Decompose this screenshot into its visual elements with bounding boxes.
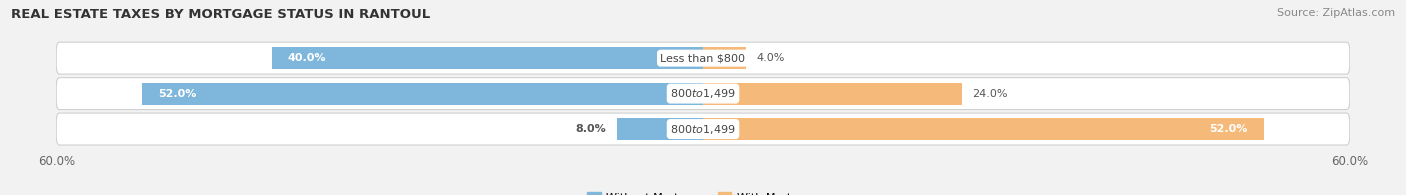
FancyBboxPatch shape bbox=[56, 42, 1350, 74]
Text: 52.0%: 52.0% bbox=[1209, 124, 1247, 134]
Bar bbox=[703, 47, 747, 69]
Text: 40.0%: 40.0% bbox=[288, 53, 326, 63]
Bar bbox=[703, 83, 962, 105]
Text: 24.0%: 24.0% bbox=[973, 89, 1008, 99]
Bar bbox=[617, 118, 703, 140]
Text: 52.0%: 52.0% bbox=[159, 89, 197, 99]
FancyBboxPatch shape bbox=[56, 113, 1350, 145]
Text: $800 to $1,499: $800 to $1,499 bbox=[671, 122, 735, 136]
Text: 4.0%: 4.0% bbox=[756, 53, 786, 63]
Text: 8.0%: 8.0% bbox=[575, 124, 606, 134]
Text: REAL ESTATE TAXES BY MORTGAGE STATUS IN RANTOUL: REAL ESTATE TAXES BY MORTGAGE STATUS IN … bbox=[11, 8, 430, 21]
Bar bbox=[142, 83, 703, 105]
Text: Less than $800: Less than $800 bbox=[661, 53, 745, 63]
Legend: Without Mortgage, With Mortgage: Without Mortgage, With Mortgage bbox=[582, 188, 824, 195]
Bar bbox=[703, 118, 1264, 140]
Text: $800 to $1,499: $800 to $1,499 bbox=[671, 87, 735, 100]
FancyBboxPatch shape bbox=[56, 78, 1350, 110]
Bar bbox=[271, 47, 703, 69]
Text: Source: ZipAtlas.com: Source: ZipAtlas.com bbox=[1277, 8, 1395, 18]
